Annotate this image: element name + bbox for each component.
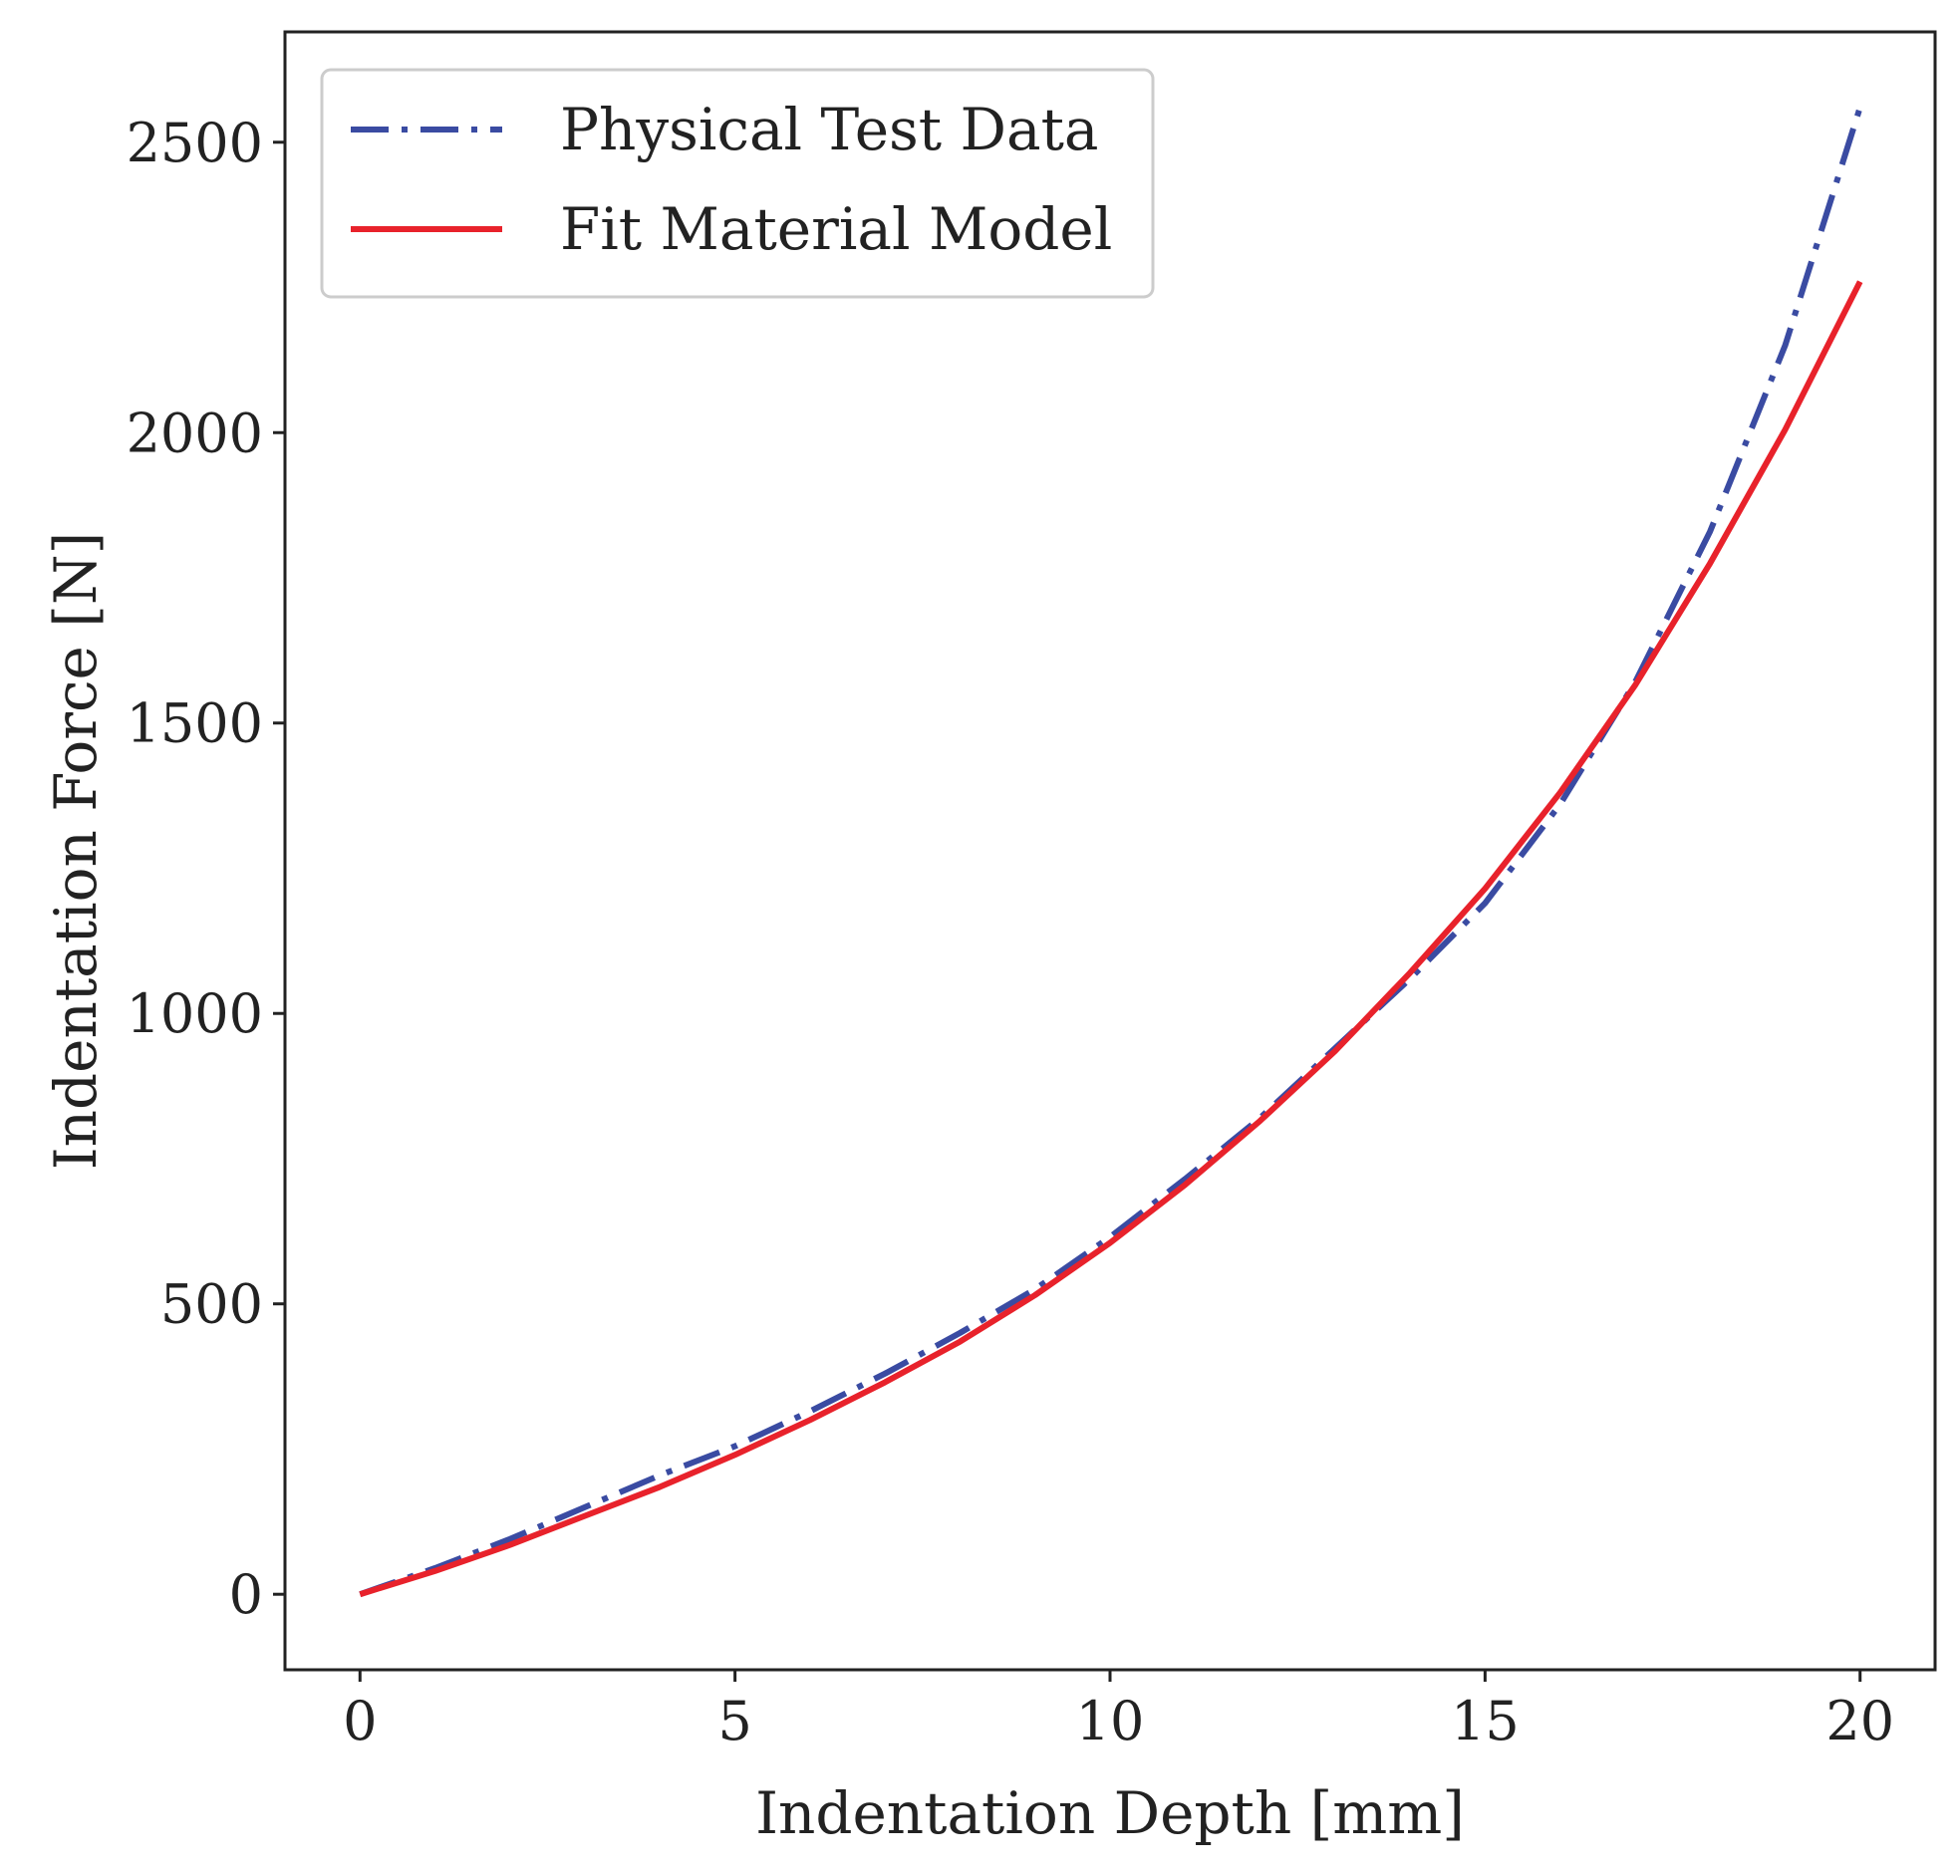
y-tick-label: 2500 bbox=[127, 112, 263, 174]
x-axis-title: Indentation Depth [mm] bbox=[755, 1779, 1465, 1847]
y-tick-label: 1500 bbox=[127, 692, 263, 755]
plot-area-frame bbox=[283, 30, 1937, 1672]
legend-label-fit-material-model: Fit Material Model bbox=[560, 195, 1112, 263]
ticks-layer: 0 5 10 15 20 0 500 1000 1500 2000 2500 bbox=[127, 112, 1895, 1752]
x-tick-label: 5 bbox=[717, 1690, 751, 1752]
legend-label-physical-test-data: Physical Test Data bbox=[560, 96, 1099, 163]
x-tick-label: 15 bbox=[1451, 1690, 1520, 1752]
legend-box bbox=[320, 68, 1155, 299]
y-axis-title: Indentation Force [N] bbox=[42, 532, 110, 1171]
y-tick-label: 2000 bbox=[127, 402, 263, 464]
x-tick-label: 10 bbox=[1076, 1690, 1145, 1752]
series-line-fit-material-model bbox=[359, 280, 1863, 1598]
y-tick-label: 0 bbox=[229, 1563, 263, 1626]
legend: Physical Test Data Fit Material Model bbox=[320, 68, 1155, 299]
y-tick-label: 1000 bbox=[127, 982, 263, 1045]
x-tick-label: 20 bbox=[1825, 1690, 1894, 1752]
series-layer bbox=[359, 106, 1863, 1598]
y-tick-label: 500 bbox=[160, 1273, 263, 1336]
x-tick-label: 0 bbox=[343, 1690, 377, 1752]
